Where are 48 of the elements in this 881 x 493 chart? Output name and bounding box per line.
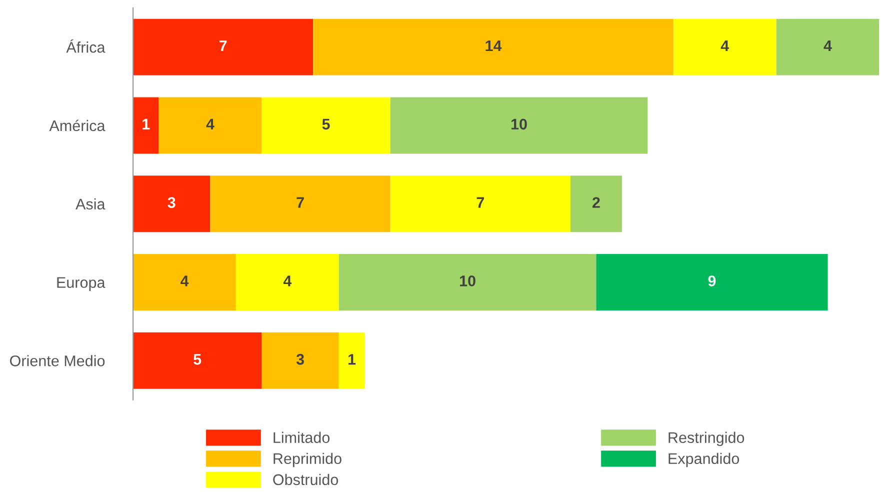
bar	[262, 332, 339, 389]
data-label: 4	[824, 40, 832, 52]
legend-label: Reprimido	[274, 452, 342, 468]
data-label: 4	[180, 276, 189, 286]
legend-label: Obstruido	[273, 474, 338, 486]
bar	[236, 254, 339, 310]
data-label: 7	[476, 197, 484, 208]
bar	[390, 97, 648, 154]
data-label: 5	[322, 118, 330, 130]
bar	[133, 176, 210, 232]
data-label: 14	[486, 40, 502, 52]
bar	[133, 332, 262, 389]
data-label: 4	[283, 276, 292, 286]
bar	[133, 97, 159, 154]
data-label: 10	[511, 118, 527, 130]
bar	[570, 176, 622, 232]
data-label: 7	[296, 197, 304, 208]
bar	[338, 254, 596, 310]
data-label: 7	[220, 40, 227, 52]
data-label: 1	[348, 354, 356, 365]
y-tick-label: América	[49, 120, 106, 132]
bar	[596, 254, 828, 310]
data-label: 5	[194, 354, 202, 365]
bar	[133, 254, 236, 310]
data-label: 4	[720, 40, 730, 52]
y-tick-label: Oriente Medio	[10, 355, 105, 366]
legend-label: Limitado	[274, 432, 330, 444]
y-tick-label: Asia	[76, 198, 106, 210]
bar	[390, 176, 570, 232]
data-label: 3	[168, 197, 176, 208]
data-label: 4	[206, 118, 214, 130]
y-tick-label: Europa	[57, 277, 106, 291]
legend-label: Expandido	[668, 452, 740, 468]
bar	[210, 176, 390, 232]
data-label: 9	[708, 276, 716, 286]
bar	[673, 18, 776, 76]
bar	[133, 18, 314, 76]
bar	[776, 18, 880, 76]
data-label: 1	[142, 118, 150, 130]
bar	[262, 97, 390, 154]
y-tick-label: África	[66, 39, 106, 53]
data-label: 3	[296, 354, 304, 365]
bar	[338, 332, 365, 389]
legend-label: Restringido	[668, 432, 744, 446]
data-label: 10	[460, 276, 476, 286]
bar	[313, 18, 674, 76]
data-label: 2	[592, 197, 600, 208]
bar	[158, 97, 262, 154]
